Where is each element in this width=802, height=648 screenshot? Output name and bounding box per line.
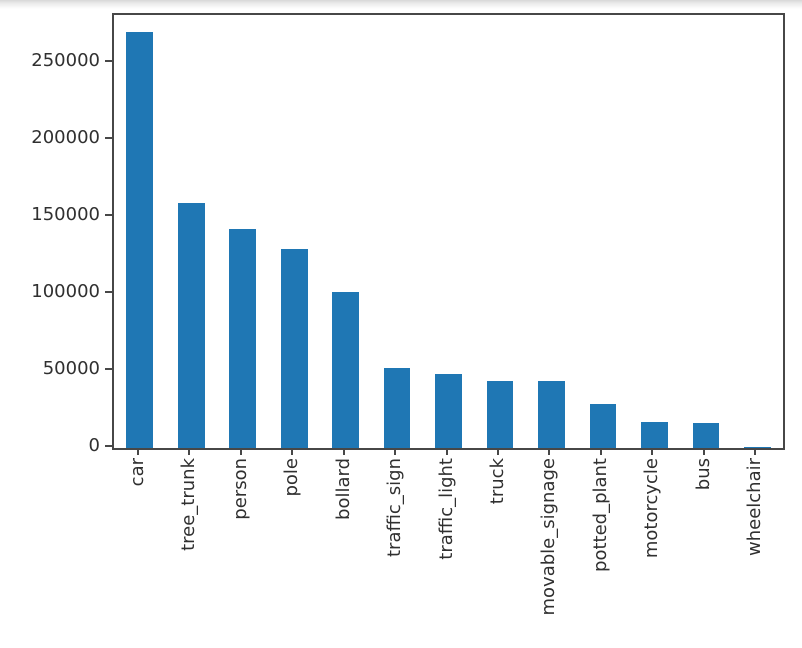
x-tick-label-traffic_light: traffic_light bbox=[435, 458, 457, 560]
x-tick-label-wheelchair: wheelchair bbox=[744, 458, 766, 557]
x-tick-mark bbox=[342, 448, 345, 455]
window-top-edge bbox=[0, 0, 802, 9]
x-tick-label-movable_signage: movable_signage bbox=[538, 458, 560, 616]
bar-column bbox=[732, 15, 783, 448]
bar-column bbox=[423, 15, 474, 448]
x-label-column: potted_plant bbox=[575, 458, 626, 572]
x-tick-mark bbox=[599, 448, 602, 455]
y-tick-mark bbox=[105, 60, 112, 63]
x-label-column: pole bbox=[266, 458, 317, 497]
bar-column bbox=[268, 15, 319, 448]
x-tick-mark bbox=[239, 448, 242, 455]
x-tick-label-potted_plant: potted_plant bbox=[589, 458, 611, 572]
bar-column bbox=[371, 15, 422, 448]
bar-potted_plant bbox=[589, 404, 617, 448]
plot-area bbox=[112, 13, 785, 450]
x-tick-label-bollard: bollard bbox=[332, 458, 354, 520]
x-tick-mark bbox=[651, 448, 654, 455]
bar-column bbox=[526, 15, 577, 448]
x-axis-ticks bbox=[112, 448, 781, 456]
y-tick-label: 50000 bbox=[42, 358, 100, 380]
bar-column bbox=[217, 15, 268, 448]
bar-column bbox=[474, 15, 525, 448]
x-label-column: person bbox=[215, 458, 266, 520]
y-tick-mark bbox=[105, 137, 112, 140]
bar-column bbox=[629, 15, 680, 448]
x-label-column: bus bbox=[678, 458, 729, 490]
y-tick-label: 0 bbox=[88, 435, 100, 456]
bar-car bbox=[126, 31, 154, 448]
x-tick-label-person: person bbox=[229, 458, 251, 520]
x-label-column: traffic_sign bbox=[369, 458, 420, 557]
bar-column bbox=[165, 15, 216, 448]
bar-bollard bbox=[332, 291, 359, 448]
y-tick-label: 200000 bbox=[31, 127, 100, 149]
y-axis: 0 50000 100000 150000 200000 250000 bbox=[0, 13, 112, 455]
x-tick-mark bbox=[394, 448, 397, 455]
y-tick-mark bbox=[105, 214, 112, 217]
x-tick-label-tree_trunk: tree_trunk bbox=[178, 458, 200, 551]
x-tick-mark bbox=[445, 448, 448, 455]
x-tick-label-motorcycle: motorcycle bbox=[641, 458, 663, 559]
bar-column bbox=[114, 15, 165, 448]
bar-wheelchair bbox=[743, 447, 771, 448]
x-label-column: traffic_light bbox=[421, 458, 472, 560]
bar-pole bbox=[280, 248, 308, 448]
x-tick-mark bbox=[702, 448, 705, 455]
x-tick-label-truck: truck bbox=[487, 458, 509, 505]
x-tick-mark bbox=[548, 448, 551, 455]
y-tick-mark bbox=[105, 445, 112, 447]
x-tick-label-bus: bus bbox=[692, 458, 714, 491]
x-tick-mark bbox=[188, 448, 191, 455]
y-tick-label: 250000 bbox=[31, 50, 100, 72]
x-label-column: motorcycle bbox=[627, 458, 678, 558]
y-tick-label: 150000 bbox=[31, 204, 100, 226]
bar-column bbox=[577, 15, 628, 448]
bar-column bbox=[320, 15, 371, 448]
x-label-column: wheelchair bbox=[730, 458, 781, 556]
x-tick-label-car: car bbox=[126, 458, 148, 487]
y-tick-label: 100000 bbox=[31, 281, 100, 303]
y-tick-mark bbox=[105, 368, 112, 371]
x-label-column: bollard bbox=[318, 458, 369, 520]
x-axis-labels: car tree_trunk person pole bollard traffic_si… bbox=[112, 458, 781, 638]
bars-container bbox=[114, 15, 783, 448]
bar-traffic_light bbox=[435, 373, 462, 448]
bar-tree_trunk bbox=[177, 202, 205, 448]
x-label-column: truck bbox=[472, 458, 523, 504]
x-label-column: movable_signage bbox=[524, 458, 575, 615]
x-tick-mark bbox=[291, 448, 294, 455]
bar-traffic_sign bbox=[383, 368, 411, 448]
x-tick-mark bbox=[754, 448, 757, 455]
y-tick-mark bbox=[105, 291, 112, 294]
bar-bus bbox=[692, 423, 720, 448]
x-tick-label-traffic_sign: traffic_sign bbox=[384, 458, 406, 557]
bar-motorcycle bbox=[641, 421, 668, 448]
bar-truck bbox=[486, 381, 514, 448]
x-label-column: car bbox=[112, 458, 163, 486]
x-tick-label-pole: pole bbox=[281, 458, 303, 497]
x-tick-mark bbox=[136, 448, 139, 455]
bar-column bbox=[680, 15, 731, 448]
x-label-column: tree_trunk bbox=[163, 458, 214, 551]
bar-movable_signage bbox=[538, 380, 565, 448]
x-tick-mark bbox=[496, 448, 499, 455]
bar-person bbox=[229, 228, 257, 448]
